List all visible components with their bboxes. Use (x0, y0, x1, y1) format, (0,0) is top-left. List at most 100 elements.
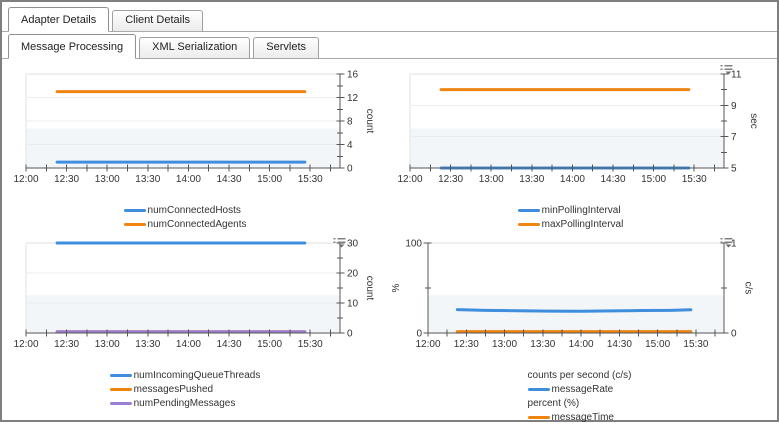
svg-text:count: count (364, 276, 375, 301)
legend-swatch (123, 209, 146, 212)
svg-text:14:00: 14:00 (176, 339, 201, 350)
legend-item-numconnectedhosts: numConnectedHosts (123, 204, 241, 217)
svg-text:12:30: 12:30 (438, 174, 463, 185)
svg-text:0: 0 (347, 164, 353, 175)
legend-item-numpendingmessages: numPendingMessages (109, 397, 236, 410)
svg-text:16: 16 (347, 70, 359, 81)
chart-plot-polling-interval: 12:00 12:30 13:00 13:30 14:00 14:30 15:00 15:30… (397, 70, 759, 186)
chart-cell-connected-hosts-agents: 12:00 12:30 13:00 13:30 14:00 14:30 15:00 15:30… (6, 62, 390, 231)
chart-menu-icon[interactable] (333, 235, 346, 248)
legend-group-header: counts per second (c/s) (527, 370, 632, 381)
svg-text:0: 0 (731, 329, 737, 340)
svg-text:14:00: 14:00 (569, 339, 594, 350)
legend-swatch (527, 388, 550, 391)
legend-label: numIncomingQueueThreads (133, 370, 261, 381)
svg-text:1: 1 (731, 239, 737, 250)
svg-text:15:30: 15:30 (682, 174, 707, 185)
legend-label: messageTime (551, 412, 614, 423)
legend-label: numPendingMessages (133, 398, 236, 409)
svg-text:12:00: 12:00 (415, 339, 440, 350)
legend-item-messagetime: messageTime (527, 411, 614, 424)
svg-text:12:00: 12:00 (397, 174, 422, 185)
svg-text:12:30: 12:30 (454, 339, 479, 350)
svg-text:12:00: 12:00 (13, 339, 38, 350)
svg-text:14:30: 14:30 (601, 174, 626, 185)
svg-text:0: 0 (416, 329, 422, 340)
svg-text:count: count (364, 109, 375, 134)
svg-text:13:00: 13:00 (492, 339, 517, 350)
svg-text:15:30: 15:30 (298, 339, 323, 350)
legend-item-maxpollinginterval: maxPollingInterval (517, 218, 624, 231)
chart-cell-queue-threads-messages: 12:00 12:30 13:00 13:30 14:00 14:30 15:00 15:30… (6, 235, 390, 424)
svg-text:12:30: 12:30 (54, 174, 79, 185)
svg-text:13:00: 13:00 (95, 339, 120, 350)
secondary-tabbar: Message Processing XML Serialization Servl… (2, 34, 777, 59)
svg-text:sec: sec (748, 113, 759, 129)
legend-swatch (109, 388, 132, 391)
chart-plot-queue-threads-messages: 12:00 12:30 13:00 13:30 14:00 14:30 15:00 15:30… (13, 239, 375, 351)
legend-swatch (517, 223, 540, 226)
legend-swatch (527, 416, 550, 419)
svg-text:13:30: 13:30 (519, 174, 544, 185)
svg-text:7: 7 (731, 132, 737, 143)
svg-text:13:00: 13:00 (479, 174, 504, 185)
legend-label: maxPollingInterval (541, 219, 624, 230)
charts-grid: 12:00 12:30 13:00 13:30 14:00 14:30 15:00 15:30… (2, 59, 777, 424)
chart-legend: numConnectedHosts numConnectedAgents (6, 204, 390, 231)
chart-legend: minPollingInterval maxPollingInterval (390, 204, 777, 231)
chart-menu-icon[interactable] (720, 62, 733, 75)
svg-text:10: 10 (347, 299, 359, 310)
legend-swatch (517, 209, 540, 212)
svg-text:14:00: 14:00 (560, 174, 585, 185)
legend-group-header: percent (%) (527, 398, 580, 409)
legend-label: messagesPushed (133, 384, 214, 395)
svg-text:12:30: 12:30 (54, 339, 79, 350)
svg-text:14:30: 14:30 (217, 174, 242, 185)
chart-plot-message-rate-time: 12:00 12:30 13:00 13:30 14:00 14:30 15:00 15:30… (391, 239, 754, 351)
legend-item-messagerate: messageRate (527, 383, 614, 396)
tab-adapter-details[interactable]: Adapter Details (8, 7, 110, 32)
legend-label: numConnectedAgents (147, 219, 247, 230)
chart-legend: counts per second (c/s) messageRate percen… (390, 369, 777, 424)
svg-text:13:30: 13:30 (135, 174, 160, 185)
legend-swatch (109, 374, 132, 377)
svg-text:100: 100 (405, 239, 422, 250)
legend-item-messagespushed: messagesPushed (109, 383, 214, 396)
svg-text:0: 0 (347, 329, 353, 340)
chart-legend: numIncomingQueueThreads messagesPushed num… (6, 369, 390, 410)
chart-plot-connected-hosts-agents: 12:00 12:30 13:00 13:30 14:00 14:30 15:00 15:30… (13, 70, 375, 186)
svg-text:20: 20 (347, 269, 359, 280)
svg-text:c/s: c/s (743, 282, 754, 295)
primary-tabbar: Adapter Details Client Details (2, 7, 777, 32)
legend-item-numincomingqueuethreads: numIncomingQueueThreads (109, 369, 261, 382)
tab-message-processing[interactable]: Message Processing (8, 34, 137, 59)
chart-cell-message-rate-time: 12:00 12:30 13:00 13:30 14:00 14:30 15:00 15:30… (390, 235, 777, 424)
legend-label: numConnectedHosts (147, 205, 241, 216)
svg-text:%: % (391, 283, 402, 292)
svg-text:13:30: 13:30 (530, 339, 555, 350)
legend-item-numconnectedagents: numConnectedAgents (123, 218, 247, 231)
legend-label: minPollingInterval (541, 205, 621, 216)
chart-menu-icon[interactable] (720, 235, 733, 248)
svg-text:13:30: 13:30 (135, 339, 160, 350)
svg-text:14:30: 14:30 (217, 339, 242, 350)
svg-text:5: 5 (731, 164, 737, 175)
svg-text:12:00: 12:00 (13, 174, 38, 185)
chart-cell-polling-interval: 12:00 12:30 13:00 13:30 14:00 14:30 15:00 15:30… (390, 62, 777, 231)
svg-text:15:00: 15:00 (641, 174, 666, 185)
svg-text:12: 12 (347, 93, 359, 104)
legend-label: messageRate (551, 384, 614, 395)
svg-text:11: 11 (731, 70, 742, 81)
svg-text:15:00: 15:00 (645, 339, 670, 350)
tab-xml-serialization[interactable]: XML Serialization (139, 37, 251, 59)
svg-text:14:30: 14:30 (607, 339, 632, 350)
legend-item-minpollinginterval: minPollingInterval (517, 204, 621, 217)
svg-text:8: 8 (347, 117, 353, 128)
svg-text:15:00: 15:00 (257, 339, 282, 350)
svg-text:30: 30 (347, 239, 359, 250)
svg-text:13:00: 13:00 (95, 174, 120, 185)
tab-servlets[interactable]: Servlets (253, 37, 320, 59)
svg-text:4: 4 (347, 140, 353, 151)
tab-client-details[interactable]: Client Details (112, 10, 204, 32)
svg-text:15:00: 15:00 (257, 174, 282, 185)
